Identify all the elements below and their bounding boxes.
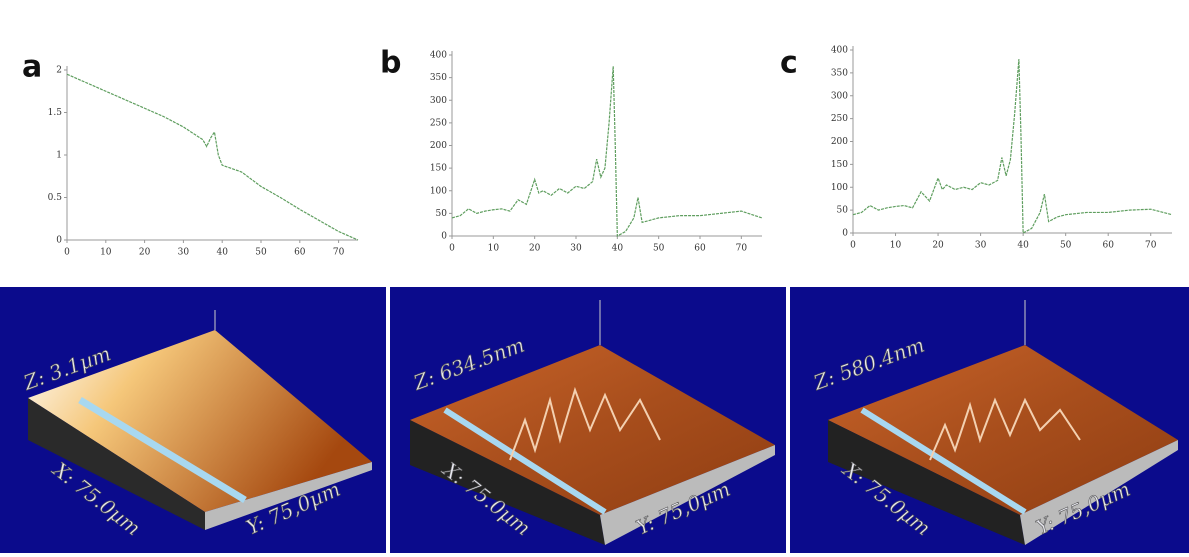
y-tick-label: 50 xyxy=(436,209,448,219)
y-tick-label: 2 xyxy=(56,66,62,76)
peaks xyxy=(509,386,661,461)
y-tick-label: 250 xyxy=(430,118,447,128)
x-tick-label: 10 xyxy=(890,241,902,251)
x-tick-label: 0 xyxy=(64,248,70,258)
data-line xyxy=(451,66,763,238)
x-tick-label: 0 xyxy=(449,244,455,254)
side xyxy=(28,398,205,530)
x-tick-label: 50 xyxy=(255,248,267,258)
x-tick-label: 40 xyxy=(612,244,624,254)
y-tick-label: 1 xyxy=(56,151,62,161)
y-tick-label: 150 xyxy=(831,160,848,170)
x-tick-label: 20 xyxy=(932,241,944,251)
scratch xyxy=(78,397,247,503)
y-tick-label: 150 xyxy=(430,164,447,174)
afm-c xyxy=(828,300,1178,545)
x-tick-label: 0 xyxy=(850,241,856,251)
y-tick-label: 300 xyxy=(831,91,848,101)
y-tick-label: 350 xyxy=(831,68,848,78)
scratch xyxy=(860,407,1027,515)
x-tick-label: 50 xyxy=(653,244,665,254)
peaks xyxy=(929,397,1081,461)
y-tick-label: 300 xyxy=(430,96,447,106)
y-tick-label: 200 xyxy=(831,137,848,147)
y-tick-label: 0 xyxy=(842,229,848,239)
x-tick-label: 70 xyxy=(736,244,748,254)
x-tick-label: 30 xyxy=(975,241,987,251)
y-tick-label: 1.5 xyxy=(48,108,63,118)
y-tick-label: 100 xyxy=(831,183,848,193)
y-tick-label: 0 xyxy=(441,232,447,242)
x-tick-label: 60 xyxy=(294,248,306,258)
x-tick-label: 70 xyxy=(333,248,345,258)
y-tick-label: 100 xyxy=(430,186,447,196)
y-tick-label: 400 xyxy=(430,51,447,61)
x-tick-label: 50 xyxy=(1060,241,1072,251)
surface xyxy=(28,330,372,512)
panel-letter: b xyxy=(380,46,401,81)
x-tick-label: 10 xyxy=(488,244,500,254)
x-tick-label: 20 xyxy=(529,244,541,254)
x-tick-label: 30 xyxy=(570,244,582,254)
surface xyxy=(828,345,1178,515)
side xyxy=(410,420,605,545)
x-tick-label: 30 xyxy=(178,248,190,258)
y-tick-label: 200 xyxy=(430,141,447,151)
y-tick-label: 350 xyxy=(430,73,447,83)
x-tick-label: 40 xyxy=(1017,241,1029,251)
y-tick-label: 0 xyxy=(56,236,62,246)
side xyxy=(205,462,372,530)
y-tick-label: 0.5 xyxy=(48,193,63,203)
x-tick-label: 20 xyxy=(139,248,151,258)
x-tick-label: 60 xyxy=(694,244,706,254)
data-line xyxy=(66,73,359,241)
y-tick-label: 50 xyxy=(837,206,849,216)
scratch xyxy=(443,407,607,515)
panel-letter: a xyxy=(22,50,42,85)
panel-letter: c xyxy=(780,46,798,81)
x-tick-label: 60 xyxy=(1102,241,1114,251)
surface xyxy=(410,345,775,515)
x-tick-label: 40 xyxy=(216,248,228,258)
afm-b xyxy=(410,300,775,545)
side xyxy=(828,420,1025,545)
x-tick-label: 10 xyxy=(100,248,112,258)
y-tick-label: 400 xyxy=(831,46,848,56)
afm-a xyxy=(28,310,372,530)
side xyxy=(600,445,775,545)
side xyxy=(1020,440,1178,545)
y-tick-label: 250 xyxy=(831,114,848,124)
data-line xyxy=(852,59,1173,234)
x-tick-label: 70 xyxy=(1145,241,1157,251)
